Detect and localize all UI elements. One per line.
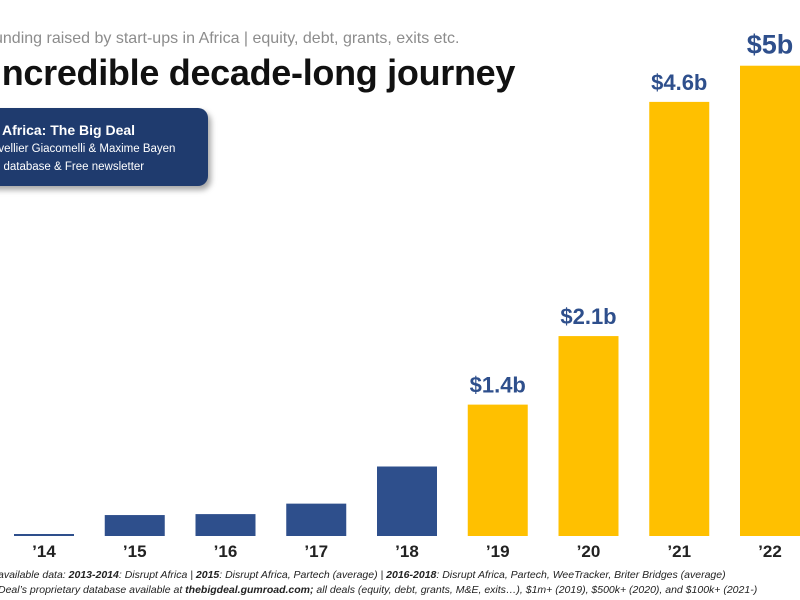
footnote-source-2: : Disrupt Africa, Partech (average) |: [219, 569, 387, 581]
value-label-8: $5b: [747, 30, 794, 60]
bar-6: [558, 336, 619, 536]
info-box-title: Africa: The Big Deal: [2, 122, 136, 138]
value-label-6: $2.1b: [560, 304, 616, 329]
bar-3: [286, 503, 347, 536]
bar-1: [104, 515, 165, 536]
x-tick-label-6: ’20: [577, 542, 601, 561]
x-tick-label-7: ’21: [667, 542, 691, 561]
x-tick-label-3: ’17: [304, 542, 328, 561]
source-info-box: Africa: The Big Deal uvellier Giacomelli…: [0, 108, 208, 186]
value-labels-group: $1.4b $2.1b $4.6b $5b: [470, 30, 794, 398]
footnote-db-link[interactable]: thebigdeal.gumroad.com;: [185, 584, 314, 596]
value-label-5: $1.4b: [470, 373, 526, 398]
footnote-sources: available data: 2013-2014: Disrupt Afric…: [0, 569, 726, 581]
bar-2: [195, 514, 256, 536]
chart-subtitle: unding raised by start-ups in Africa | e…: [0, 30, 460, 47]
footnote-source-3: : Disrupt Africa, Partech, WeeTracker, B…: [436, 569, 726, 581]
x-tick-label-4: ’18: [395, 542, 419, 561]
info-box-tagline: ls database & Free newsletter: [0, 161, 145, 173]
x-tick-label-0: ’14: [32, 542, 56, 561]
footnote-source-1: : Disrupt Africa |: [118, 569, 196, 581]
bars-group: [14, 65, 800, 536]
bar-8: [740, 65, 800, 536]
info-box-authors: uvellier Giacomelli & Maxime Bayen: [0, 143, 176, 155]
footnote-range-3: 2016-2018: [386, 569, 437, 581]
value-label-7: $4.6b: [651, 70, 707, 95]
x-tick-label-1: ’15: [123, 542, 147, 561]
x-tick-label-8: ’22: [758, 542, 782, 561]
bar-7: [649, 101, 710, 536]
bar-4: [377, 466, 437, 536]
x-tick-label-5: ’19: [486, 542, 510, 561]
chart-title: incredible decade-long journey: [0, 52, 516, 93]
bar-5: [467, 404, 528, 536]
bar-0: [14, 534, 74, 536]
footnote-db-prefix: Deal’s proprietary database available at: [0, 584, 186, 596]
footnote-range-1: 2013-2014: [68, 569, 119, 581]
footnote-prefix: available data:: [0, 569, 69, 581]
x-tick-label-2: ’16: [214, 542, 238, 561]
footnote-db-suffix: all deals (equity, debt, grants, M&E, ex…: [313, 584, 758, 596]
footnote-database: Deal’s proprietary database available at…: [0, 584, 757, 596]
x-tick-labels-group: ’14 ’15 ’16 ’17 ’18 ’19 ’20 ’21 ’22: [32, 542, 782, 561]
footnote-range-2: 2015: [195, 569, 220, 581]
